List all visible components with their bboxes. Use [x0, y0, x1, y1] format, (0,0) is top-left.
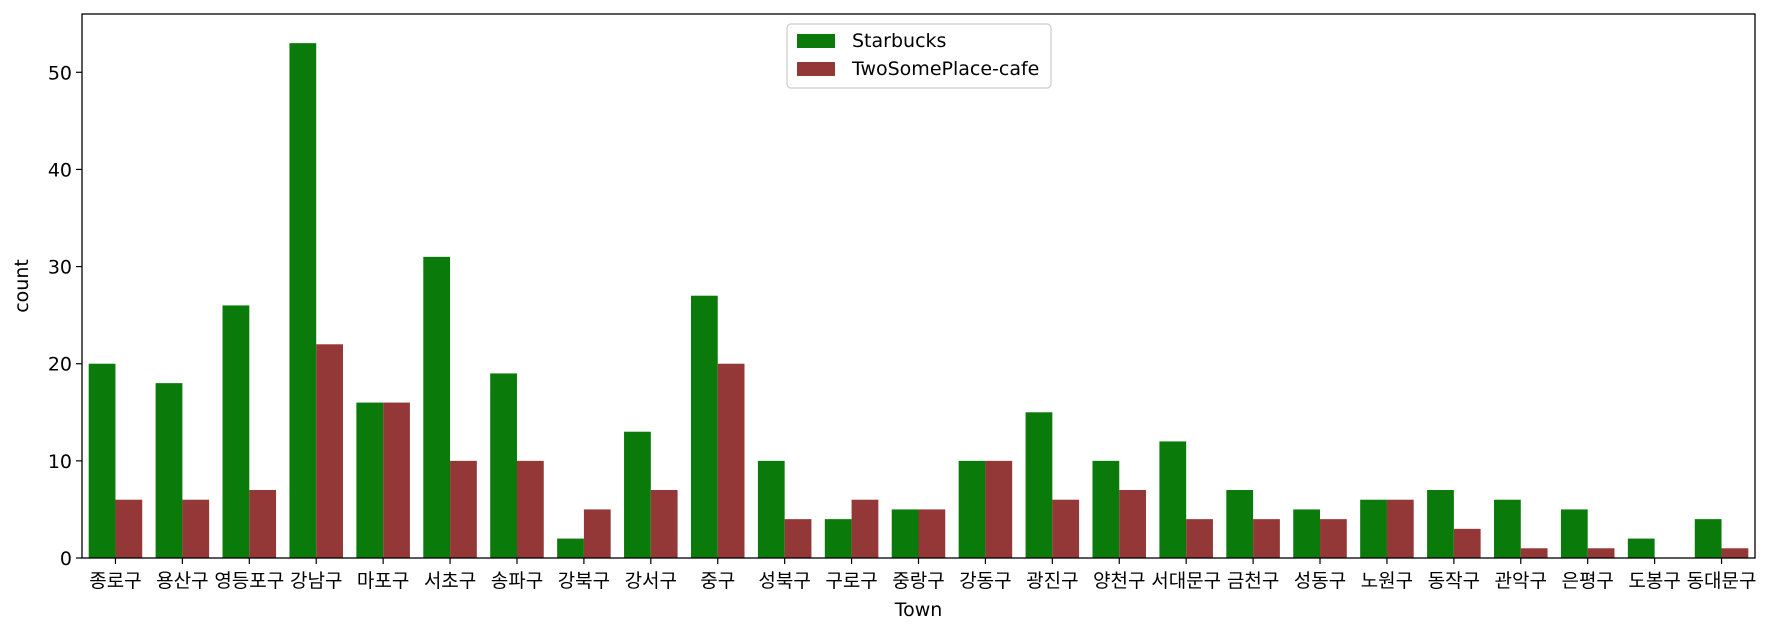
bar-twosomeplace [115, 499, 143, 558]
bar-twosomeplace [249, 490, 277, 558]
bar-twosomeplace [383, 402, 410, 558]
bar-starbucks [557, 538, 584, 558]
bar-twosomeplace [1453, 528, 1481, 558]
y-tick-label: 10 [48, 451, 72, 473]
bar-twosomeplace [784, 519, 812, 558]
bar-starbucks [690, 295, 718, 558]
bar-starbucks [1025, 412, 1053, 558]
x-axis-title: Town [894, 599, 943, 621]
plot-frame [81, 13, 1756, 559]
x-axis-ticks: 종로구 용산구 영등포구 강남구 마포구 서초구 송파구 강북구 강서구 중구 성북구 구로구 중랑구 강… [89, 558, 1757, 592]
bar-twosomeplace [985, 460, 1013, 558]
bar-twosomeplace [182, 499, 210, 558]
legend-label: TwoSomePlace-cafe [851, 58, 1039, 80]
bar-starbucks [1293, 509, 1321, 558]
x-tick-label: 영등포구 [214, 570, 284, 592]
bar-starbucks [222, 305, 250, 558]
bar-starbucks [824, 519, 852, 558]
bar-starbucks [891, 509, 919, 558]
y-axis-ticks: 0 10 20 30 40 50 [48, 62, 82, 570]
legend-label: Starbucks [852, 30, 946, 52]
x-tick-label: 금천구 [1227, 570, 1279, 592]
bar-twosomeplace [1052, 499, 1080, 558]
bar-twosomeplace [851, 499, 879, 558]
x-tick-label: 성동구 [1294, 570, 1346, 592]
bar-twosomeplace [1186, 519, 1213, 558]
legend-swatch [797, 34, 835, 48]
bar-twosomeplace [1119, 490, 1147, 558]
bar-twosomeplace [1721, 548, 1749, 558]
x-tick-label: 강동구 [959, 570, 1011, 592]
bar-twosomeplace [450, 460, 477, 558]
x-tick-label: 중랑구 [892, 570, 944, 592]
y-tick-label: 0 [60, 548, 72, 570]
bar-twosomeplace [1386, 499, 1414, 558]
x-tick-label: 서초구 [424, 570, 476, 592]
x-tick-label: 종로구 [89, 570, 141, 592]
x-tick-label: 노원구 [1361, 570, 1413, 592]
bar-starbucks [958, 460, 986, 558]
bar-starbucks [490, 373, 517, 558]
legend-box [786, 23, 1052, 89]
bar-starbucks [1226, 490, 1254, 558]
bar-starbucks [289, 43, 317, 558]
x-tick-label: 은평구 [1561, 570, 1613, 592]
x-tick-label: 도봉구 [1628, 570, 1680, 592]
x-tick-label: 마포구 [357, 570, 409, 592]
y-tick-label: 50 [48, 62, 72, 84]
x-tick-label: 광진구 [1026, 570, 1078, 592]
bar-starbucks [88, 363, 116, 558]
legend-swatch [797, 62, 835, 76]
x-tick-label: 관악구 [1495, 570, 1547, 592]
bar-starbucks [1694, 519, 1722, 558]
bars [88, 43, 1749, 558]
bar-starbucks [624, 431, 651, 558]
bar-twosomeplace [717, 363, 745, 558]
bar-twosomeplace [650, 490, 678, 558]
x-tick-label: 강북구 [558, 570, 610, 592]
bar-starbucks [1494, 499, 1521, 558]
x-tick-label: 강서구 [625, 570, 677, 592]
y-axis-title: count [11, 259, 33, 313]
x-tick-label: 중구 [700, 570, 735, 592]
bar-starbucks [155, 383, 183, 558]
x-tick-label: 송파구 [491, 570, 543, 592]
bar-twosomeplace [1253, 519, 1280, 558]
y-tick-label: 30 [48, 257, 72, 279]
x-tick-label: 성북구 [758, 570, 810, 592]
bar-starbucks [1092, 460, 1120, 558]
bar-twosomeplace [918, 509, 946, 558]
x-tick-label: 동작구 [1428, 570, 1480, 592]
bar-twosomeplace [516, 460, 544, 558]
x-tick-label: 양천구 [1093, 570, 1145, 592]
y-tick-label: 40 [48, 159, 72, 181]
bar-twosomeplace [583, 509, 611, 558]
bar-twosomeplace [1520, 548, 1548, 558]
bar-twosomeplace [1320, 519, 1347, 558]
bar-starbucks [1427, 490, 1454, 558]
y-tick-label: 20 [48, 354, 72, 376]
x-tick-label: 서대문구 [1151, 570, 1221, 592]
x-tick-label: 동대문구 [1687, 570, 1757, 592]
x-tick-label: 용산구 [156, 570, 208, 592]
x-tick-label: 강남구 [290, 570, 342, 592]
bar-starbucks [757, 460, 785, 558]
bar-starbucks [1159, 441, 1187, 558]
bar-starbucks [1360, 499, 1387, 558]
bar-starbucks [1627, 538, 1655, 558]
bar-twosomeplace [316, 344, 343, 558]
x-tick-label: 구로구 [825, 570, 877, 592]
bar-starbucks [423, 256, 451, 558]
bar-starbucks [356, 402, 384, 558]
bar-starbucks [1560, 509, 1588, 558]
bar-twosomeplace [1587, 548, 1615, 558]
legend: Starbucks TwoSomePlace-cafe [786, 23, 1052, 89]
